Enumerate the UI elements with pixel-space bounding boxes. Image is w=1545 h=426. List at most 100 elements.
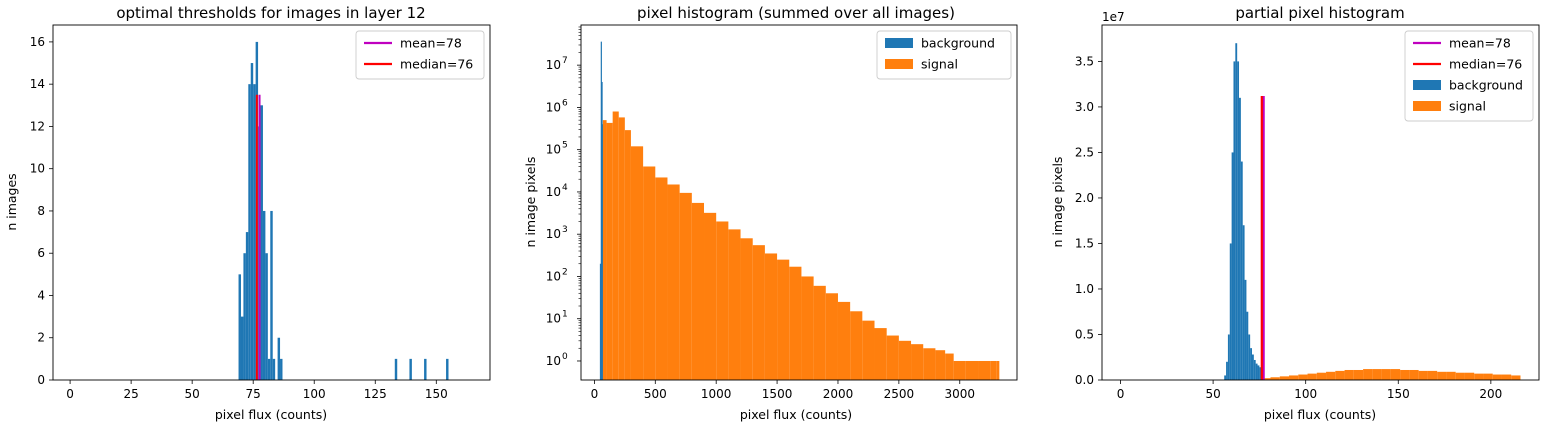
- chart-1-bar: [277, 337, 281, 380]
- chart-1-ytick-label: 0: [37, 373, 45, 387]
- chart-2-ytick-exponent: 6: [562, 98, 568, 108]
- chart-3-bar-background: [1233, 61, 1236, 381]
- chart-2-bar-signal: [630, 146, 644, 380]
- chart-3-bar-signal: [1446, 371, 1456, 380]
- chart-3-bar-signal: [1344, 369, 1354, 380]
- chart-3-xtick-label: 100: [1294, 387, 1317, 401]
- chart-2-bar-signal: [825, 293, 838, 380]
- chart-1-bar: [446, 358, 449, 380]
- chart-2-bar-signal: [728, 229, 741, 380]
- chart-1-ytick-label: 12: [30, 119, 45, 133]
- chart-1-bar: [245, 232, 249, 380]
- chart-1-xtick-label: 25: [123, 387, 138, 401]
- chart-3-bar-signal: [1483, 373, 1493, 380]
- chart-2-bar-signal: [911, 344, 924, 380]
- chart-1-legend: mean=78 median=76: [355, 30, 485, 80]
- chart-3-bar-background: [1246, 311, 1249, 380]
- chart-2-ytick-label: 10: [546, 143, 561, 157]
- chart-3-ytick-label: 3.5: [1075, 54, 1094, 68]
- chart-3-bar-signal: [1335, 370, 1345, 380]
- chart-1-vlines: [255, 94, 261, 380]
- chart-3-bar-background: [1229, 243, 1232, 380]
- chart-1-bar: [280, 358, 283, 380]
- chart-1-ytick-label: 16: [30, 35, 45, 49]
- chart-2-title: pixel histogram (summed over all images): [637, 4, 955, 22]
- chart-1-bar: [409, 358, 412, 380]
- chart-3-legend-swatch: [1413, 101, 1441, 111]
- chart-1-bar: [424, 358, 427, 380]
- chart-3-bar-signal: [1372, 369, 1382, 380]
- chart-3-bar-signal: [1316, 372, 1327, 380]
- chart-2-xtick-label: 500: [644, 387, 667, 401]
- chart-2-ytick-exponent: 5: [562, 141, 568, 151]
- chart-1-bar: [260, 105, 263, 381]
- chart-3-bar-signal: [1307, 373, 1317, 380]
- chart-3-ytick-label: 2.0: [1075, 191, 1094, 205]
- chart-2-bar-signal: [862, 320, 875, 380]
- chart-3-bar-background: [1257, 365, 1260, 380]
- chart-2-bar-signal: [643, 166, 656, 380]
- chart-1-bar: [267, 358, 271, 380]
- chart-3-bar-signal: [1279, 376, 1290, 380]
- chart-2-bar-signal: [764, 253, 778, 380]
- chart-1-frame: [52, 24, 491, 381]
- chart-3-ytick-label: 0.5: [1075, 327, 1094, 341]
- chart-2-legend-label: signal: [921, 57, 958, 72]
- chart-3-bar-signal: [1409, 369, 1419, 380]
- chart-2-bar-signal: [602, 120, 607, 380]
- chart-2-bar-signal: [813, 285, 826, 380]
- chart-1-bar: [238, 274, 241, 380]
- chart-2-xtick-label: 2000: [823, 387, 854, 401]
- chart-3-bar-signal: [1381, 369, 1391, 380]
- chart-3-frame: [1101, 24, 1540, 381]
- chart-2-ytick-label: 10: [546, 185, 561, 199]
- chart-3-bar-signal: [1390, 369, 1401, 380]
- chart-3-ylabel: n image pixels: [1050, 157, 1065, 248]
- chart-3-bar-background: [1231, 152, 1234, 380]
- chart-2-xlabel: pixel flux (counts): [740, 407, 852, 422]
- chart-1-bar: [250, 63, 254, 381]
- chart-2-bar-signal: [935, 350, 946, 380]
- chart-2-bar-signal: [953, 360, 966, 380]
- chart-3-legend-label: signal: [1449, 99, 1486, 114]
- chart-2-bar-signal: [618, 117, 625, 381]
- chart-2-ytick-label: 10: [546, 269, 561, 283]
- chart-3-bar-background: [1227, 334, 1230, 380]
- chart-3-bar-background: [1226, 361, 1228, 380]
- chart-1: optimal thresholds for images in layer 1…: [4, 4, 491, 422]
- chart-2-xtick-label: 1000: [701, 387, 732, 401]
- chart-2-bar-signal: [789, 266, 802, 380]
- chart-3-legend-label: background: [1449, 78, 1523, 93]
- chart-1-xtick-label: 50: [185, 387, 200, 401]
- chart-3-legend-label: median=76: [1449, 57, 1522, 72]
- chart-1-bar: [248, 84, 251, 381]
- chart-3-bar-signal: [1289, 375, 1299, 380]
- chart-1-bar: [243, 253, 246, 380]
- chart-1-legend-label: median=76: [400, 57, 473, 72]
- chart-2-ylabel: n image pixels: [523, 157, 538, 248]
- chart-2-bar-background: [601, 81, 603, 380]
- chart-2-x-ticks: 0 500 1000 1500 2000 2500 3000: [591, 380, 975, 401]
- chart-3-legend: mean=78 median=76 background signal: [1404, 30, 1534, 122]
- chart-1-ylabel: n images: [4, 173, 19, 230]
- chart-2-ytick-exponent: 1: [562, 310, 568, 320]
- chart-2-bar-signal: [704, 212, 717, 380]
- chart-3-xtick-label: 150: [1387, 387, 1410, 401]
- chart-2-bar-signal: [777, 259, 790, 380]
- chart-2-bar-signal: [624, 130, 631, 380]
- chart-2-ytick-exponent: 4: [562, 183, 568, 193]
- chart-3-bar-signal: [1501, 374, 1512, 380]
- chart-2-ytick-exponent: 7: [562, 56, 568, 66]
- chart-3-ytick-label: 2.5: [1075, 145, 1094, 159]
- chart-1-xtick-label: 0: [66, 387, 74, 401]
- chart-2-ytick-exponent: 2: [562, 267, 568, 277]
- chart-2-bar-signal: [874, 328, 887, 380]
- chart-1-ytick-label: 8: [37, 204, 45, 218]
- chart-2-xtick-label: 2500: [884, 387, 915, 401]
- chart-2-bar-background: [599, 263, 602, 380]
- chart-1-title: optimal thresholds for images in layer 1…: [116, 4, 425, 22]
- chart-2-ytick-label: 10: [546, 100, 561, 114]
- chart-3-bar-signal: [1363, 369, 1373, 380]
- chart-3-ytick-label: 1.0: [1075, 282, 1094, 296]
- chart-2-bar-signal: [898, 340, 912, 380]
